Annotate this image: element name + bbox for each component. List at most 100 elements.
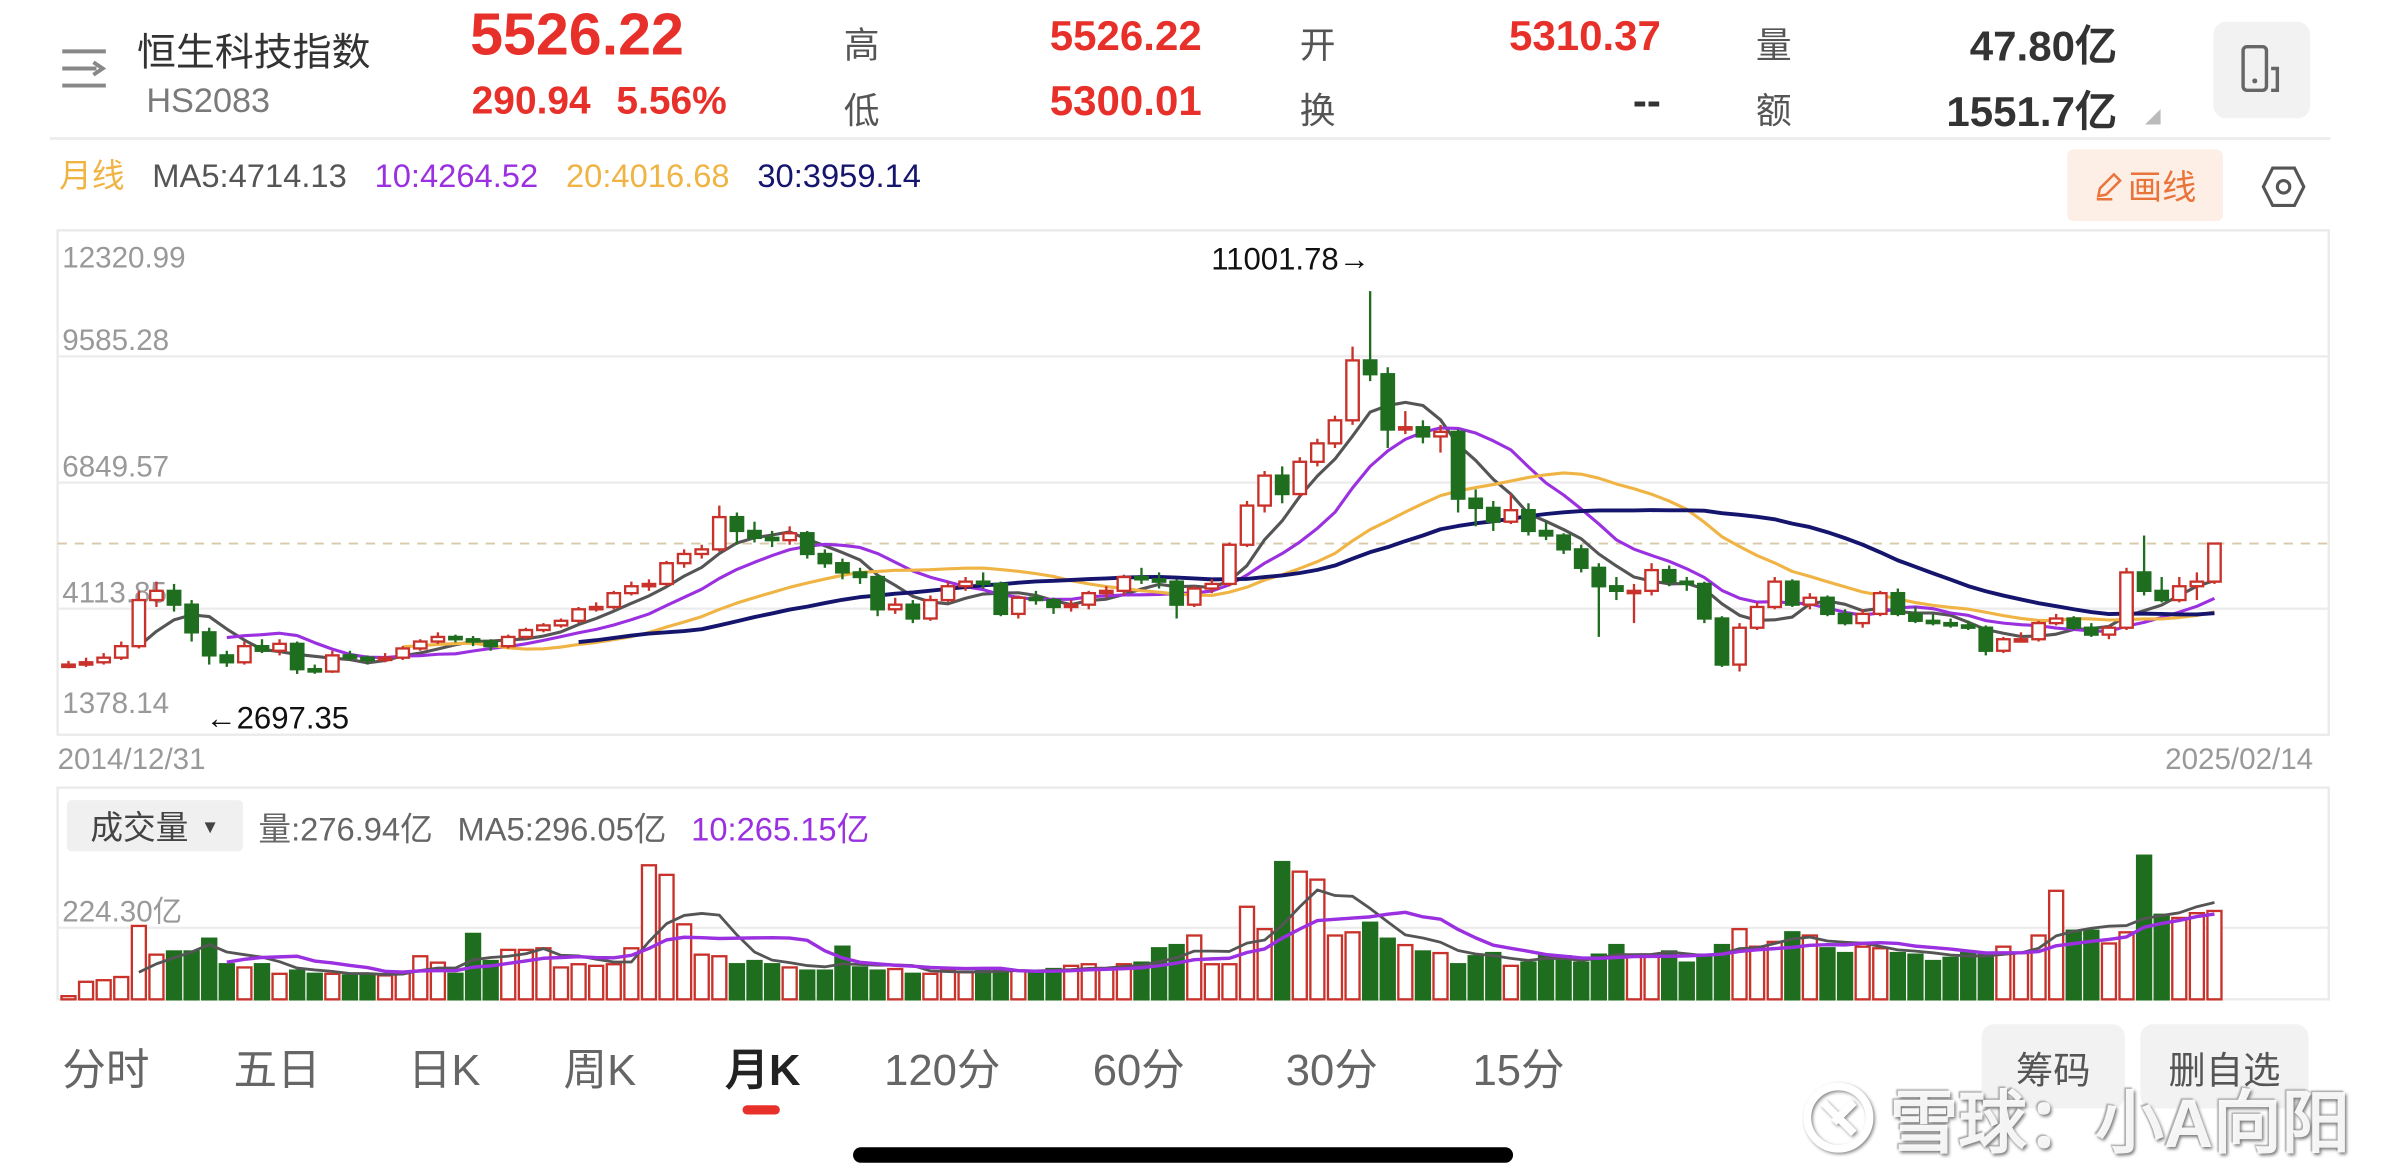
candle-down xyxy=(1450,430,1466,500)
volume-bar-down xyxy=(1414,950,1432,1001)
candle-down xyxy=(764,536,780,542)
orientation-toggle-button[interactable] xyxy=(2213,21,2311,119)
candle-up xyxy=(2101,626,2117,636)
tab-60-min[interactable]: 60分 xyxy=(1092,1046,1185,1095)
stock-name: 恒生科技指数 xyxy=(136,31,371,75)
tab-15-min[interactable]: 15分 xyxy=(1472,1046,1565,1095)
candle-down xyxy=(870,575,886,611)
ma30-value: 30:3959.14 xyxy=(757,158,921,195)
candle-down xyxy=(1714,617,1730,666)
tab-intraday[interactable]: 分时 xyxy=(62,1046,150,1095)
chips-button[interactable]: 筹码 xyxy=(1981,1024,2125,1109)
stat-value-amount: 1551.7亿 xyxy=(1946,88,2118,136)
ma20-value: 20:4016.68 xyxy=(565,158,730,195)
volume-bar-up xyxy=(570,963,587,1001)
indicator-selector[interactable]: 成交量 ▼ xyxy=(66,800,243,852)
expand-corner-icon[interactable] xyxy=(2145,108,2161,125)
candle-up xyxy=(536,624,551,632)
tab-120-min[interactable]: 120分 xyxy=(884,1046,1001,1095)
volume-bar-up xyxy=(1801,934,1819,1001)
price-change-percent: 5.56% xyxy=(616,79,727,123)
candle-up xyxy=(2189,580,2205,588)
volume-bar-down xyxy=(2065,929,2082,1001)
stat-value-open: 5310.37 xyxy=(1508,12,1661,60)
remove-watchlist-button[interactable]: 删自选 xyxy=(2140,1024,2309,1109)
volume-bar-up xyxy=(1748,945,1766,1001)
candle-down xyxy=(2154,589,2170,602)
draw-line-button[interactable]: 画线 xyxy=(2067,149,2223,222)
volume-bar-up xyxy=(640,864,658,1001)
volume-bar-up xyxy=(1766,940,1783,1001)
candle-down xyxy=(729,515,745,533)
volume-bar-up xyxy=(2206,909,2223,1001)
volume-bar-down xyxy=(1678,961,1695,1001)
tab-30-min[interactable]: 30分 xyxy=(1285,1046,1378,1095)
candle-down xyxy=(1837,612,1853,625)
volume-bar-up xyxy=(130,924,148,1001)
low-annotation: ←2697.35 xyxy=(205,701,349,736)
volume-bar-down xyxy=(1590,953,1607,1001)
volume-bar-down xyxy=(1150,947,1168,1001)
candle-down xyxy=(1960,624,1976,629)
candle-down xyxy=(219,654,235,664)
candle-down xyxy=(2083,626,2099,636)
candle-up xyxy=(1503,509,1519,523)
candle-down xyxy=(1151,578,1167,583)
volume-bar-down xyxy=(992,969,1009,1001)
volume-bar-up xyxy=(394,971,411,1001)
watermark-text: 雪球：小A向阳 xyxy=(1889,1086,2351,1163)
volume-bar-up xyxy=(1397,943,1414,1001)
phone-landscape-icon xyxy=(2241,44,2280,92)
candle-down xyxy=(975,580,991,586)
y-axis-tick-label: 1378.14 xyxy=(62,687,169,720)
volume-bar-down xyxy=(1977,951,1994,1001)
candle-up xyxy=(1327,419,1343,445)
candle-down xyxy=(1468,497,1484,510)
candle-up xyxy=(412,640,428,650)
volume-bar-down xyxy=(763,963,781,1001)
volume-bar-down xyxy=(974,967,992,1001)
candle-down xyxy=(360,656,375,662)
volume-bar-down xyxy=(1784,931,1801,1001)
volume-bar-down xyxy=(816,969,834,1001)
candle-down xyxy=(993,582,1009,616)
candle-up xyxy=(1872,591,1888,616)
volume-bar-up xyxy=(605,963,622,1001)
menu-arrow-icon[interactable] xyxy=(59,47,112,91)
volume-bar-down xyxy=(1449,963,1467,1001)
watermark: 雪球：小A向阳 xyxy=(1799,1068,2350,1168)
volume-bar-up xyxy=(60,994,77,1001)
candle-up xyxy=(1855,612,1871,625)
candle-up xyxy=(500,635,516,648)
candle-down xyxy=(1521,509,1536,533)
candle-up xyxy=(1433,430,1448,438)
candle-down xyxy=(1679,580,1695,586)
candle-up xyxy=(1222,543,1237,586)
settings-hexagon-icon[interactable] xyxy=(2260,163,2307,210)
stat-label-amount: 额 xyxy=(1755,90,1792,131)
volume-bar-up xyxy=(939,969,957,1001)
volume-bar-down xyxy=(1696,953,1713,1001)
volume-bar-up xyxy=(2188,911,2206,1001)
volume-ma5-value: MA5:296.05亿 xyxy=(457,812,667,849)
volume-bar-down xyxy=(1924,959,1942,1001)
stat-label-volume: 量 xyxy=(1755,24,1792,66)
tab-monthly-k[interactable]: 月K xyxy=(725,1046,801,1095)
volume-bar-up xyxy=(552,966,570,1001)
volume-bar-down xyxy=(1960,951,1977,1001)
volume-bar-up xyxy=(1010,969,1027,1001)
tab-weekly-k[interactable]: 周K xyxy=(563,1046,637,1095)
volume-bar-down xyxy=(218,963,235,1001)
volume-bar-down xyxy=(904,972,921,1001)
candle-up xyxy=(940,585,956,602)
home-indicator[interactable] xyxy=(853,1147,1514,1163)
tab-daily-k[interactable]: 日K xyxy=(407,1046,481,1095)
xueqiu-logo-icon xyxy=(1803,1082,1874,1153)
candle-up xyxy=(1802,596,1818,606)
volume-bar-up xyxy=(1344,931,1361,1001)
tab-five-day[interactable]: 五日 xyxy=(233,1046,321,1095)
volume-legend: 量:276.94亿 MA5:296.05亿 10:265.15亿 xyxy=(258,805,869,852)
volume-bar-up xyxy=(376,974,394,1001)
candle-up xyxy=(2031,621,2046,641)
